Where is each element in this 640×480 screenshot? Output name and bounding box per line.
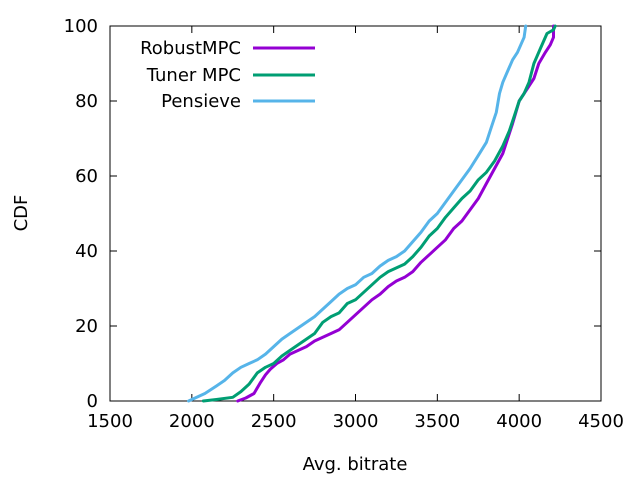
y-tick-label: 40 <box>75 241 98 262</box>
y-axis-ticks: 0 20 40 60 80 100 <box>64 16 601 412</box>
y-tick-label: 60 <box>75 166 98 187</box>
y-axis-label: CDF <box>11 195 32 232</box>
x-tick-label: 2500 <box>251 411 297 432</box>
series-lines <box>187 24 557 403</box>
legend-label-robustmpc: RobustMPC <box>140 38 241 59</box>
x-tick-label: 1500 <box>87 411 133 432</box>
y-tick-label: 100 <box>64 16 98 37</box>
x-tick-label: 4000 <box>496 411 542 432</box>
x-tick-label: 3000 <box>333 411 379 432</box>
x-axis-ticks: 1500 2000 2500 3000 3500 4000 4500 <box>87 26 624 432</box>
y-tick-label: 0 <box>87 391 98 412</box>
x-tick-label: 2000 <box>169 411 215 432</box>
y-tick-label: 80 <box>75 91 98 112</box>
x-tick-label: 3500 <box>414 411 460 432</box>
legend: RobustMPC Tuner MPC Pensieve <box>140 38 315 112</box>
legend-label-tuner-mpc: Tuner MPC <box>146 65 241 86</box>
y-tick-label: 20 <box>75 316 98 337</box>
x-axis-label: Avg. bitrate <box>303 454 408 475</box>
series-line-robustmpc <box>236 24 555 403</box>
x-tick-label: 4500 <box>578 411 624 432</box>
series-line-pensieve <box>187 24 528 403</box>
series-line-tuner-mpc <box>201 24 557 403</box>
legend-label-pensieve: Pensieve <box>161 91 241 112</box>
